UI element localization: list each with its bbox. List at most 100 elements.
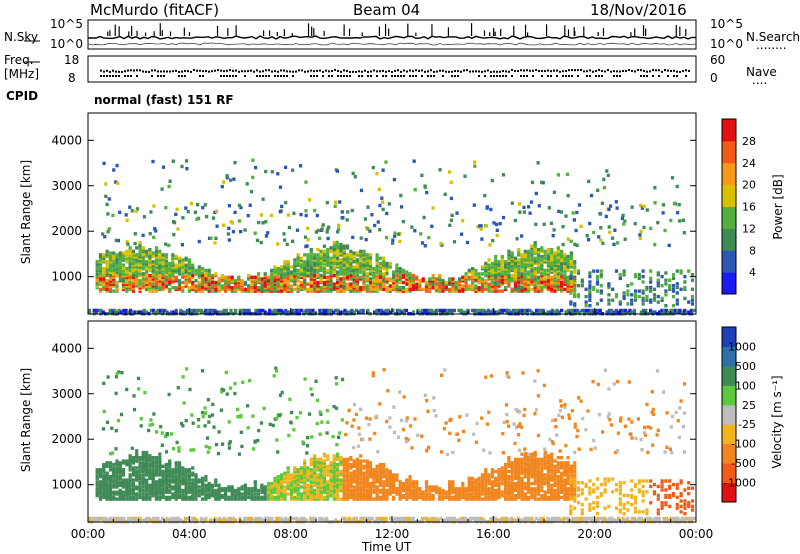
- freq-mark: [259, 70, 261, 73]
- echo-cell: [365, 476, 369, 481]
- echo-cell: [546, 248, 550, 252]
- echo-cell: [416, 308, 420, 313]
- echo-cell: [296, 287, 300, 292]
- echo-cell: [118, 251, 122, 255]
- echo-cell: [177, 475, 182, 479]
- echo-cell: [640, 206, 644, 210]
- echo-cell: [339, 469, 343, 474]
- echo-cell: [313, 287, 317, 292]
- echo-cell: [533, 260, 537, 264]
- echo-cell: [626, 310, 630, 314]
- freq-mark: [499, 70, 501, 73]
- echo-cell: [441, 490, 445, 494]
- nave-mark: [343, 75, 345, 77]
- freq-mark: [673, 69, 675, 72]
- nave-mark: [109, 75, 111, 77]
- echo-cell: [388, 475, 392, 479]
- echo-cell: [207, 268, 211, 273]
- echo-cell: [471, 495, 475, 500]
- echo-cell: [204, 495, 208, 500]
- echo-cell: [444, 282, 448, 286]
- echo-cell: [366, 205, 370, 209]
- echo-cell: [135, 456, 139, 460]
- echo-cell: [607, 298, 611, 302]
- echo-cell: [339, 471, 343, 475]
- echo-cell: [484, 475, 488, 479]
- echo-cell: [405, 279, 409, 283]
- echo-cell: [477, 494, 481, 498]
- echo-cell: [135, 473, 139, 477]
- echo-cell: [494, 282, 498, 286]
- echo-cell: [332, 287, 336, 292]
- echo-cell: [326, 251, 330, 255]
- echo-cell: [573, 287, 577, 292]
- echo-cell: [372, 473, 376, 477]
- echo-cell: [689, 308, 694, 313]
- colorbar-segment: [722, 272, 736, 295]
- nave-mark: [601, 75, 603, 77]
- echo-cell: [543, 268, 547, 273]
- echo-cell: [284, 308, 288, 313]
- echo-cell: [418, 310, 422, 314]
- echo-cell: [266, 282, 271, 286]
- echo-cell: [339, 248, 343, 252]
- echo-cell: [322, 275, 326, 279]
- colorbar-segment: [722, 228, 736, 251]
- echo-cell: [411, 497, 415, 501]
- freq-mark: [412, 70, 414, 73]
- freq-mark: [439, 69, 441, 72]
- echo-cell: [388, 469, 392, 474]
- echo-cell: [339, 478, 343, 482]
- echo-cell: [438, 279, 442, 283]
- echo-cell: [633, 273, 638, 277]
- echo-cell: [656, 282, 660, 286]
- echo-cell: [523, 253, 527, 257]
- echo-cell: [550, 248, 554, 252]
- echo-cell: [339, 277, 343, 281]
- nave-mark: [358, 75, 360, 77]
- echo-cell: [490, 495, 494, 500]
- echo-cell: [171, 260, 175, 264]
- echo-cell: [372, 476, 376, 481]
- freq-mark: [577, 69, 579, 72]
- echo-cell: [566, 194, 570, 198]
- echo-cell: [352, 478, 356, 482]
- echo-cell: [141, 272, 145, 276]
- freq-mark: [115, 70, 117, 73]
- echo-cell: [158, 480, 162, 484]
- freq-mark: [319, 69, 321, 72]
- echo-cell: [614, 269, 619, 273]
- echo-cell: [135, 475, 139, 479]
- nave-mark: [511, 75, 513, 77]
- echo-cell: [148, 232, 152, 236]
- echo-cell: [355, 253, 359, 257]
- echo-cell: [138, 457, 142, 462]
- echo-cell: [569, 287, 573, 292]
- echo-cell: [266, 275, 271, 279]
- echo-cell: [365, 287, 369, 292]
- echo-cell: [342, 280, 346, 285]
- echo-cell: [573, 308, 577, 313]
- echo-cell: [154, 471, 159, 475]
- echo-cell: [491, 239, 495, 243]
- echo-cell: [457, 279, 462, 283]
- echo-cell: [250, 490, 254, 494]
- echo-cell: [306, 494, 310, 498]
- echo-cell: [102, 253, 106, 257]
- echo-cell: [95, 282, 99, 286]
- echo-cell: [237, 279, 241, 283]
- echo-cell: [656, 221, 660, 225]
- freq-mark: [391, 70, 393, 73]
- echo-cell: [588, 271, 592, 275]
- echo-cell: [174, 263, 178, 267]
- echo-cell: [282, 232, 286, 236]
- echo-cell: [410, 225, 414, 229]
- echo-cell: [378, 272, 382, 276]
- echo-cell: [582, 308, 586, 313]
- echo-cell: [381, 168, 385, 172]
- echo-cell: [161, 286, 165, 290]
- echo-cell: [365, 265, 369, 269]
- echo-cell: [520, 260, 524, 264]
- echo-cell: [448, 487, 452, 491]
- echo-cell: [521, 308, 525, 313]
